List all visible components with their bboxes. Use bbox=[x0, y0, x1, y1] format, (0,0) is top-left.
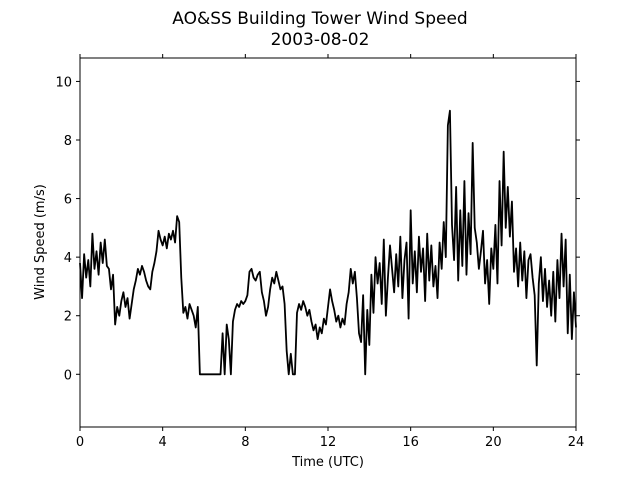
y-axis-label: Wind Speed (m/s) bbox=[33, 184, 48, 300]
x-axis-label: Time (UTC) bbox=[291, 455, 364, 470]
x-tick-label: 0 bbox=[76, 435, 84, 450]
y-tick-label: 10 bbox=[55, 75, 72, 90]
x-tick-label: 12 bbox=[320, 435, 337, 450]
x-tick-label: 20 bbox=[485, 435, 502, 450]
y-tick-label: 8 bbox=[64, 134, 72, 149]
y-tick-label: 2 bbox=[64, 310, 72, 325]
axes-frame bbox=[79, 57, 577, 428]
x-tick-label: 16 bbox=[402, 435, 419, 450]
chart-subtitle: 2003-08-02 bbox=[271, 30, 370, 50]
chart-title: AO&SS Building Tower Wind Speed bbox=[172, 9, 467, 29]
y-tick-label: 0 bbox=[64, 368, 72, 383]
x-tick-label: 24 bbox=[568, 435, 585, 450]
data-line bbox=[79, 109, 577, 376]
x-tick-label: 4 bbox=[159, 435, 167, 450]
y-tick-label: 4 bbox=[64, 251, 72, 266]
x-tick-label: 8 bbox=[241, 435, 249, 450]
y-tick-label: 6 bbox=[64, 193, 72, 208]
